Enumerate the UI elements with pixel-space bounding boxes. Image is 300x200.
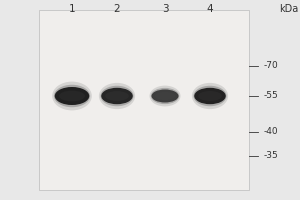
Ellipse shape [100,86,134,106]
Text: -40: -40 [264,128,279,136]
Ellipse shape [194,86,226,106]
Ellipse shape [99,83,135,109]
Ellipse shape [155,92,175,100]
Text: 3: 3 [162,4,168,14]
FancyBboxPatch shape [39,10,249,190]
Text: -70: -70 [264,62,279,71]
Ellipse shape [105,91,129,101]
Text: 4: 4 [207,4,213,14]
Ellipse shape [152,90,178,102]
Ellipse shape [52,82,92,110]
Ellipse shape [59,91,85,101]
Text: 1: 1 [69,4,75,14]
Ellipse shape [151,88,179,104]
Ellipse shape [192,83,228,109]
Ellipse shape [54,85,90,107]
Text: -35: -35 [264,152,279,160]
Text: kDa: kDa [279,4,298,14]
Ellipse shape [55,87,89,105]
Ellipse shape [149,86,181,106]
Ellipse shape [194,88,226,104]
Ellipse shape [101,88,133,104]
Text: 2: 2 [114,4,120,14]
Text: -55: -55 [264,92,279,100]
Ellipse shape [198,91,222,101]
